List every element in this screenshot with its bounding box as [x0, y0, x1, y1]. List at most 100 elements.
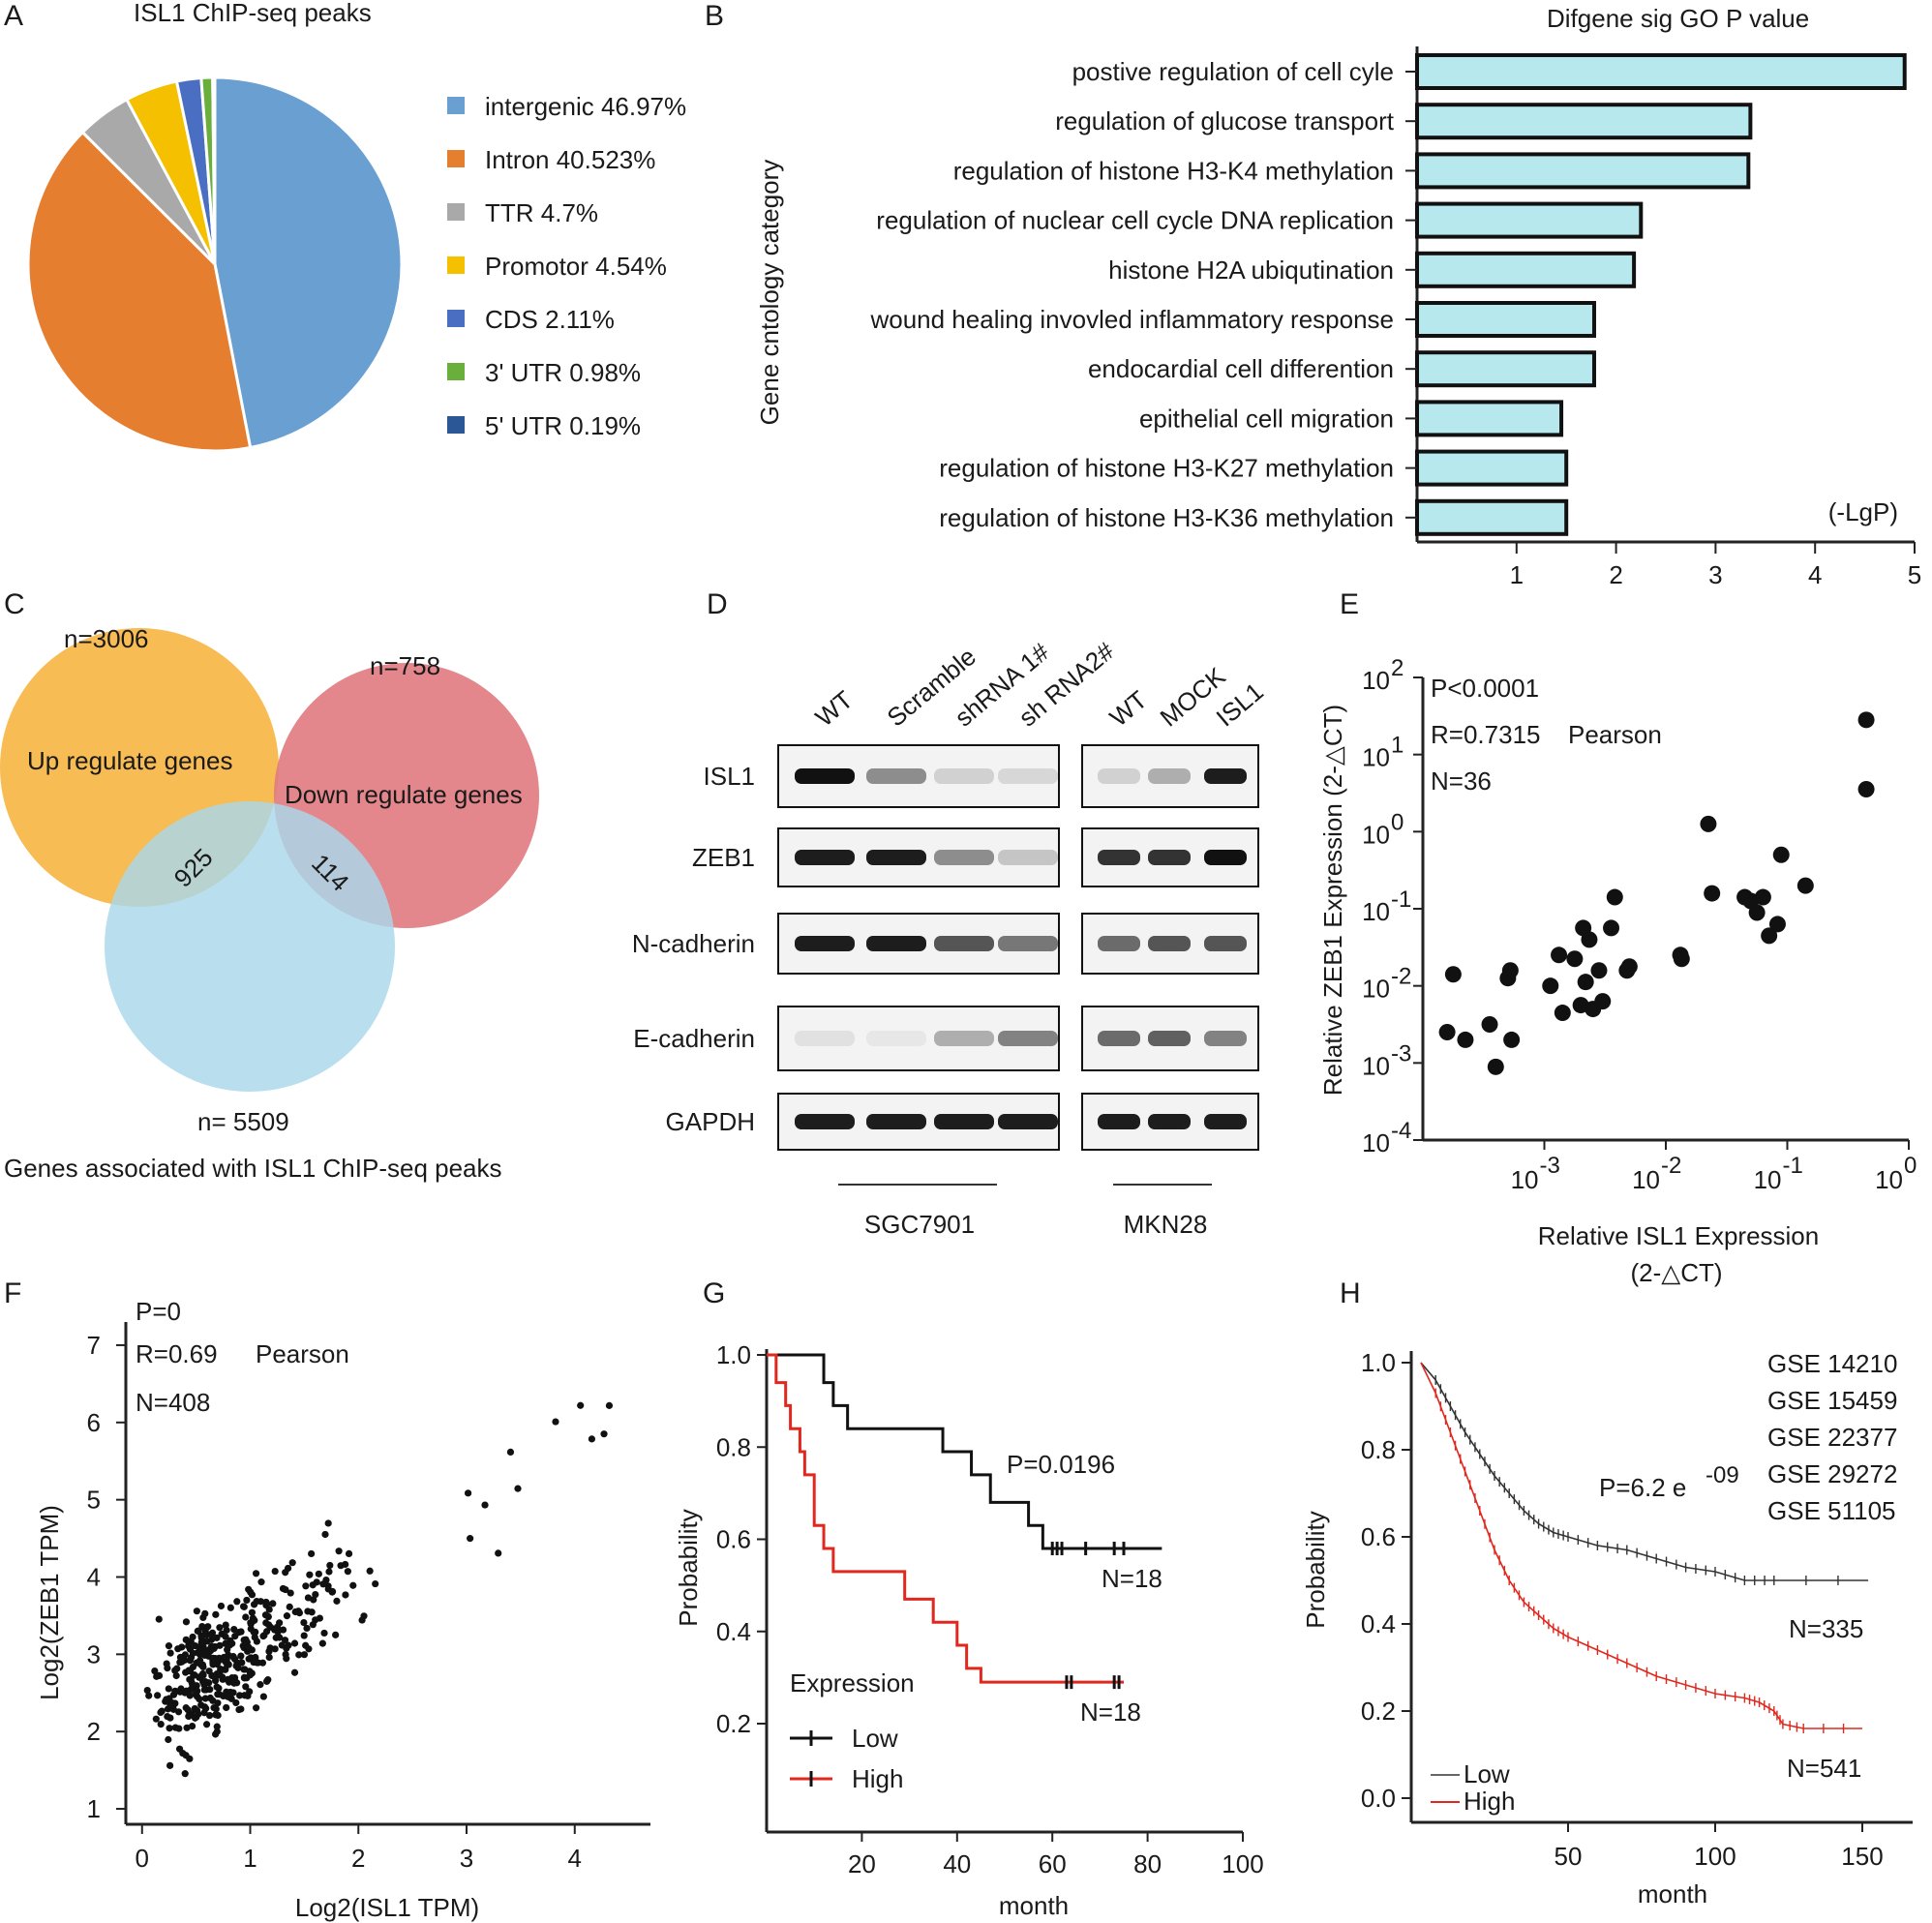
- go-category-label-7: epithelial cell migration: [1139, 404, 1394, 433]
- f-point-373: [183, 1687, 191, 1695]
- f-point-195: [333, 1597, 341, 1605]
- f-point-169: [325, 1568, 333, 1576]
- f-point-40: [481, 1501, 489, 1509]
- f-point-234: [253, 1704, 260, 1712]
- go-xtick-label-4: 5: [1908, 560, 1921, 589]
- blot-band-4-6: [1204, 1114, 1247, 1129]
- f-point-203: [213, 1634, 221, 1641]
- e-ytick-base-3: 10: [1362, 897, 1390, 926]
- f-point-202: [253, 1638, 260, 1645]
- f-point-70: [235, 1692, 244, 1699]
- go-bar-5: [1415, 301, 1596, 338]
- g-legend-high-label: High: [852, 1764, 903, 1793]
- f-point-309: [222, 1666, 229, 1673]
- e-ytick-exp-6: -4: [1391, 1118, 1411, 1144]
- go-bar-7: [1415, 400, 1564, 437]
- blot-band-1-5: [1148, 850, 1191, 865]
- panel-letter-d: D: [707, 588, 728, 620]
- f-point-326: [302, 1582, 310, 1590]
- pie-chart: [26, 75, 404, 453]
- pie-legend-swatch-3: [447, 256, 465, 274]
- panel-c: C n=3006 n=758 n= 5509 Up regulate genes…: [0, 588, 539, 1183]
- pie-legend-label-2: TTR 4.7%: [485, 198, 598, 227]
- go-category-label-8: regulation of histone H3-K27 methylation: [939, 454, 1394, 483]
- h-dataset-1: GSE 14210: [1767, 1349, 1897, 1378]
- f-point-19: [324, 1519, 332, 1527]
- f-point-266: [233, 1661, 241, 1668]
- g-legend-title: Expression: [790, 1668, 915, 1698]
- f-point-138: [206, 1711, 214, 1720]
- pie-legend-swatch-5: [447, 363, 465, 380]
- blot-row-label-0: ISL1: [704, 762, 756, 791]
- blot-row-label-1: ZEB1: [692, 843, 755, 872]
- blot-band-3-5: [1148, 1031, 1191, 1046]
- panel-letter-f: F: [4, 1277, 21, 1309]
- f-point-394: [171, 1687, 179, 1695]
- e-ytick-exp-2: 0: [1391, 809, 1404, 835]
- f-point-298: [283, 1612, 291, 1620]
- f-ylabel: Log2(ZEB1 TPM): [35, 1505, 64, 1700]
- f-point-151: [223, 1703, 230, 1712]
- f-point-264: [240, 1603, 248, 1610]
- f-point-399: [309, 1621, 317, 1629]
- e-point-14: [1577, 974, 1594, 991]
- e-xtick-base-1: 10: [1632, 1165, 1660, 1194]
- go-category-label-5: wound healing invovled inflammatory resp…: [869, 305, 1394, 334]
- f-point-219: [308, 1549, 316, 1558]
- go-xlabel: (-LgP): [1828, 497, 1898, 526]
- venn-down-n: n=758: [370, 651, 440, 680]
- g-n-low: N=18: [1102, 1564, 1162, 1593]
- e-xtick-exp-2: -1: [1783, 1153, 1803, 1179]
- blot-band-4-1: [866, 1114, 926, 1129]
- g-pvalue: P=0.0196: [1007, 1450, 1115, 1479]
- blot-band-4-4: [1098, 1114, 1140, 1129]
- f-point-299: [248, 1608, 257, 1616]
- f-point-101: [172, 1671, 180, 1680]
- e-point-36: [1857, 781, 1875, 798]
- f-point-240: [464, 1489, 472, 1497]
- h-pvalue: P=6.2 e: [1599, 1473, 1686, 1502]
- e-ytick-base-2: 10: [1362, 820, 1390, 849]
- f-point-391: [205, 1668, 213, 1675]
- group-label-sgc7901: SGC7901: [864, 1210, 975, 1239]
- g-n-high: N=18: [1080, 1698, 1141, 1727]
- f-point-137: [306, 1571, 314, 1578]
- f-point-351: [300, 1632, 308, 1639]
- km-plot-h: 1.0 0.8 0.6 0.4 0.2 0.0 50 100 150: [1361, 1348, 1913, 1871]
- f-point-200: [605, 1401, 614, 1409]
- f-point-330: [245, 1643, 253, 1651]
- blot-band-3-1: [866, 1031, 926, 1046]
- f-point-197: [247, 1588, 255, 1596]
- f-point-84: [226, 1604, 234, 1611]
- g-xtick-label-3: 80: [1133, 1849, 1162, 1878]
- pie-legend-swatch-1: [447, 150, 465, 167]
- pie-legend-label-6: 5' UTR 0.19%: [485, 411, 641, 440]
- f-point-406: [177, 1653, 185, 1662]
- f-point-398: [186, 1668, 195, 1675]
- f-point-164: [152, 1715, 160, 1723]
- panel-b: B Difgene sig GO P value Gene cntology c…: [705, 0, 1921, 589]
- e-ytick-base-6: 10: [1362, 1128, 1390, 1157]
- blot-band-0-2: [934, 768, 994, 784]
- f-point-185: [286, 1603, 293, 1610]
- f-point-237: [251, 1616, 258, 1624]
- e-ylabel: Relative ZEB1 Expression (2-△CT): [1318, 705, 1347, 1096]
- f-point-353: [196, 1695, 203, 1703]
- go-category-label-4: histone H2A ubiqutination: [1108, 255, 1394, 285]
- h-xtick-label-1: 100: [1694, 1842, 1736, 1871]
- e-xtick-exp-1: -2: [1661, 1153, 1681, 1179]
- f-point-377: [321, 1530, 329, 1539]
- f-point-193: [166, 1725, 173, 1732]
- blot-band-2-2: [934, 936, 994, 951]
- f-point-280: [600, 1430, 608, 1438]
- h-ylabel: Probability: [1301, 1511, 1330, 1628]
- h-dataset-5: GSE 51105: [1767, 1496, 1896, 1525]
- venn-caption: Genes associated with ISL1 ChIP-seq peak…: [4, 1154, 502, 1183]
- f-point-229: [214, 1699, 222, 1707]
- f-point-328: [250, 1601, 258, 1608]
- blot-band-4-2: [934, 1114, 994, 1129]
- f-xtick-label-1: 1: [243, 1844, 257, 1873]
- f-point-316: [212, 1610, 220, 1618]
- e-stat-method: Pearson: [1568, 720, 1662, 749]
